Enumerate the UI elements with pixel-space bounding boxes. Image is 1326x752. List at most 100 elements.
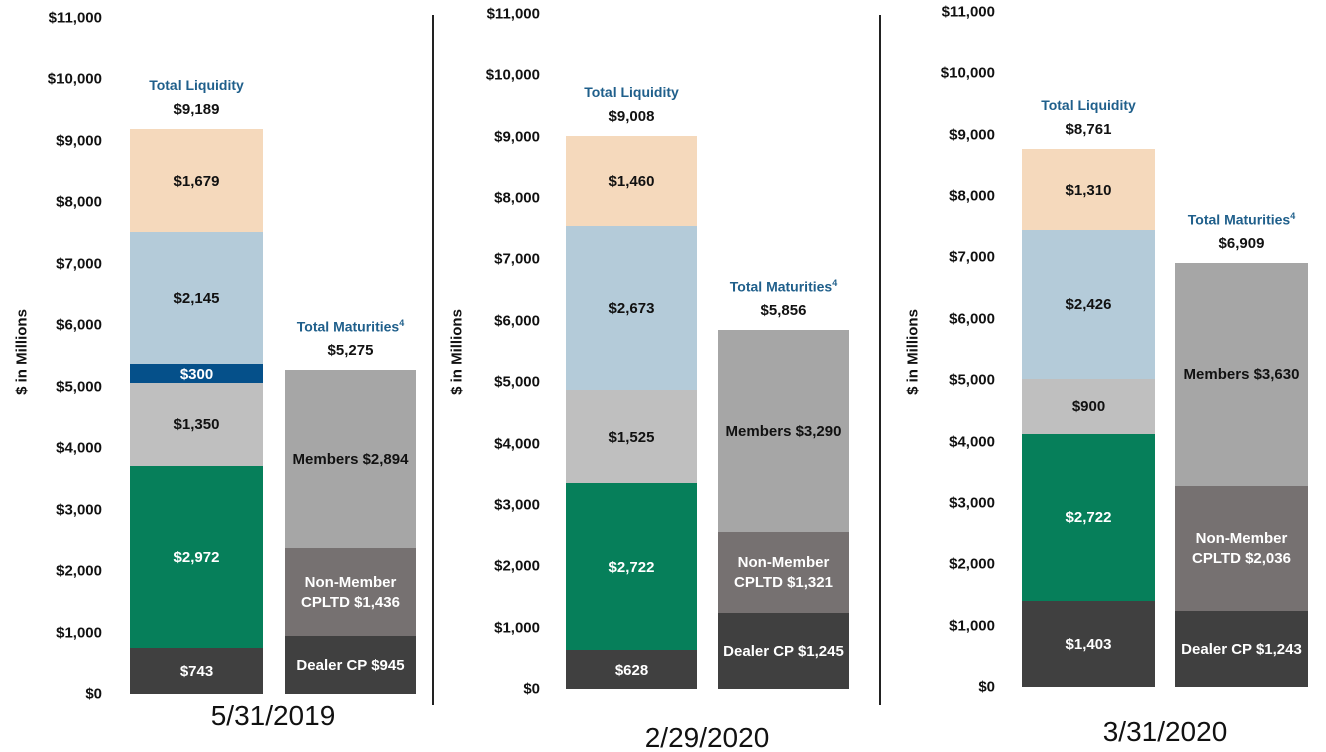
segment-label: $300 <box>179 365 214 383</box>
bar-segment <box>130 232 263 365</box>
bar-segment <box>1175 485 1308 611</box>
total-value: $5,856 <box>760 301 807 319</box>
bar-segment <box>130 364 263 383</box>
bar-segment <box>1022 378 1155 434</box>
segment-label: Non-Member CPLTD $1,321 <box>734 554 833 592</box>
bar-segment <box>718 329 849 532</box>
total-title-text: Total Liquidity <box>149 77 244 94</box>
segment-label: Non-Member CPLTD $2,036 <box>1192 530 1291 568</box>
y-tick-label: $11,000 <box>941 3 995 21</box>
total-value: $5,275 <box>327 341 374 359</box>
y-tick-label: $8,000 <box>494 189 540 207</box>
bar-segment <box>1022 600 1155 687</box>
y-tick-label: $8,000 <box>949 187 995 205</box>
y-axis-label: $ in Millions <box>904 309 922 395</box>
y-tick-label: $4,000 <box>494 435 540 453</box>
y-axis-label: $ in Millions <box>448 309 466 395</box>
bar-segment <box>718 531 849 613</box>
y-tick-label: $5,000 <box>949 371 995 389</box>
bar-segment <box>285 369 416 548</box>
total-title: Total Maturities4 <box>245 318 456 335</box>
bar-segment <box>130 129 263 233</box>
y-tick-label: $6,000 <box>56 316 102 334</box>
total-value: $6,909 <box>1218 235 1265 253</box>
x-axis-label: 5/31/2019 <box>210 700 336 731</box>
segment-label: $1,679 <box>173 172 220 190</box>
bar-segment <box>130 648 263 694</box>
bar-segment <box>566 389 697 484</box>
segment-label: $2,426 <box>1065 296 1112 314</box>
segment-label: Members $3,630 <box>1183 366 1300 384</box>
divider <box>879 15 881 705</box>
segment-label: $2,722 <box>1065 509 1112 527</box>
bar-segment <box>718 612 849 689</box>
y-tick-label: $5,000 <box>56 378 102 396</box>
segment-label: Members $2,894 <box>292 450 409 468</box>
y-tick-label: $1,000 <box>56 624 102 642</box>
y-tick-label: $8,000 <box>56 193 102 211</box>
segment-label: Dealer CP $1,243 <box>1181 640 1302 658</box>
segment-label: $743 <box>179 663 214 681</box>
segment-label: $1,350 <box>173 416 220 434</box>
bar-segment <box>1175 610 1308 687</box>
y-tick-label: $7,000 <box>494 250 540 268</box>
total-title-text: Total Liquidity <box>1041 97 1136 114</box>
segment-label: $1,403 <box>1065 635 1112 653</box>
y-tick-label: $3,000 <box>949 494 995 512</box>
bar-segment <box>285 635 416 694</box>
segment-label: $900 <box>1071 398 1106 416</box>
segment-label: Dealer CP $1,245 <box>723 642 844 660</box>
segment-label: Members $3,290 <box>725 422 842 440</box>
bar-segment <box>1022 229 1155 379</box>
segment-label: $2,972 <box>173 549 220 567</box>
segment-label: $628 <box>614 661 649 679</box>
segment-label: Dealer CP $945 <box>296 656 405 674</box>
y-tick-label: $0 <box>978 678 995 696</box>
footnote-mark: 4 <box>1290 211 1296 222</box>
y-tick-label: $7,000 <box>56 255 102 273</box>
y-tick-label: $10,000 <box>47 70 102 88</box>
y-tick-label: $7,000 <box>949 248 995 266</box>
segment-label: $1,525 <box>608 428 655 446</box>
y-tick-label: $2,000 <box>56 562 102 580</box>
y-tick-label: $4,000 <box>56 439 102 457</box>
bar-segment <box>130 382 263 466</box>
segment-label: $2,722 <box>608 558 655 576</box>
total-value: $9,008 <box>608 108 655 126</box>
y-tick-label: $2,000 <box>949 555 995 573</box>
segment-label: $2,673 <box>608 299 655 317</box>
y-tick-label: $3,000 <box>56 501 102 519</box>
x-axis-label: 2/29/2020 <box>644 722 770 752</box>
segment-label: $1,310 <box>1065 181 1112 199</box>
bar-segment <box>1175 263 1308 486</box>
total-title: Total Maturities4 <box>1135 211 1326 228</box>
y-tick-label: $2,000 <box>494 557 540 575</box>
segment-label: $2,145 <box>173 290 220 308</box>
y-tick-label: $11,000 <box>486 5 540 23</box>
segment-label: $1,460 <box>608 173 655 191</box>
y-tick-label: $6,000 <box>494 312 540 330</box>
total-title-text: Total Maturities <box>729 278 833 295</box>
segment-label: Non-Member CPLTD $1,436 <box>301 573 400 611</box>
total-title-text: Total Liquidity <box>584 84 679 101</box>
bar-segment <box>130 465 263 649</box>
y-tick-label: $10,000 <box>485 66 540 84</box>
total-title: Total Liquidity <box>982 97 1195 113</box>
total-title: Total Maturities4 <box>678 278 889 295</box>
y-tick-label: $3,000 <box>494 496 540 514</box>
total-title-text: Total Maturities <box>296 318 400 335</box>
total-title: Total Liquidity <box>90 77 303 93</box>
y-axis-label: $ in Millions <box>13 309 31 395</box>
y-tick-label: $0 <box>523 680 540 698</box>
bar-segment <box>566 650 697 689</box>
total-value: $8,761 <box>1065 121 1112 139</box>
bar-segment <box>1022 149 1155 230</box>
x-axis-label: 3/31/2020 <box>1102 716 1228 747</box>
bar-segment <box>566 483 697 651</box>
y-tick-label: $10,000 <box>940 64 995 82</box>
y-tick-label: $4,000 <box>949 433 995 451</box>
y-tick-label: $0 <box>85 685 102 703</box>
total-title-text: Total Maturities <box>1187 211 1291 228</box>
y-tick-label: $9,000 <box>494 128 540 146</box>
